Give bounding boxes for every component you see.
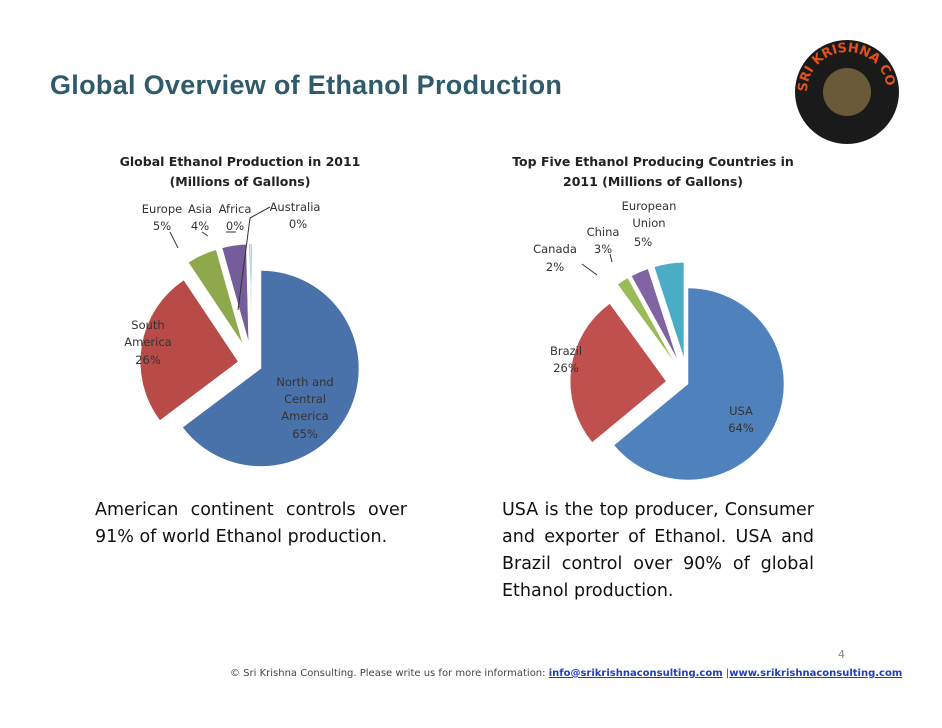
pie-slice	[182, 270, 360, 467]
footer-website[interactable]: www.srikrishnaconsulting.com	[729, 668, 903, 679]
footer-text: © Sri Krishna Consulting. Please write u…	[230, 668, 546, 679]
slice-label: North and Central America	[276, 375, 334, 423]
pie-slice	[631, 268, 678, 361]
slide-title: Global Overview of Ethanol Production	[50, 70, 563, 100]
slice-label: South America	[124, 318, 172, 349]
slice-value: 2%	[545, 260, 565, 274]
slice-value: 5%	[633, 235, 653, 249]
slice-label: USA	[729, 404, 753, 418]
slice-value: 26%	[553, 361, 579, 375]
slice-label: China	[586, 225, 620, 239]
slice-label: Australia	[269, 200, 321, 214]
slice-value: 4%	[190, 219, 210, 233]
footer: © Sri Krishna Consulting. Please write u…	[230, 668, 902, 679]
slice-label: Africa	[218, 202, 252, 216]
slice-value: 0%	[288, 217, 308, 231]
page-number: 4	[838, 648, 845, 661]
slice-value: 5%	[152, 219, 172, 233]
slice-label: Asia	[187, 202, 213, 216]
chart-title: Top Five Ethanol Producing Countries in …	[512, 154, 794, 189]
svg-text:SRI KRISHNA CONSULTING: SRI KRISHNA CONSULTING	[0, 0, 898, 92]
pie-slice	[653, 262, 685, 359]
footer-email[interactable]: info@srikrishnaconsulting.com	[548, 668, 723, 679]
pie-slice	[139, 279, 239, 421]
pie-slice	[188, 249, 244, 345]
pie-slice	[250, 243, 253, 343]
logo-text: SRI KRISHNA CONSULTING	[0, 0, 898, 92]
slice-value: 3%	[593, 242, 613, 256]
pie-slice	[569, 303, 667, 443]
slice-label: Europe	[141, 202, 183, 216]
logo: SRI KRISHNA CONSULTING	[0, 0, 899, 144]
slice-value: 0%	[225, 219, 245, 233]
note: USA is the top producer, Consumer and ex…	[502, 500, 814, 601]
leader-lines	[169, 206, 613, 311]
slice-value: 65%	[292, 427, 318, 441]
pie-slice	[613, 287, 785, 481]
slice-label: Brazil	[549, 344, 583, 358]
pie-slice	[248, 243, 252, 343]
slice-label: Canada	[533, 242, 577, 256]
slice-value: 26%	[135, 353, 161, 367]
slice-label: European Union	[621, 199, 677, 230]
pie-slice	[617, 277, 675, 363]
slice-value: 64%	[728, 421, 754, 435]
footer-separator: |	[725, 668, 730, 679]
note: American continent controls over 91% of …	[95, 500, 407, 547]
chart-title: Global Ethanol Production in 2011 (Milli…	[119, 154, 361, 189]
